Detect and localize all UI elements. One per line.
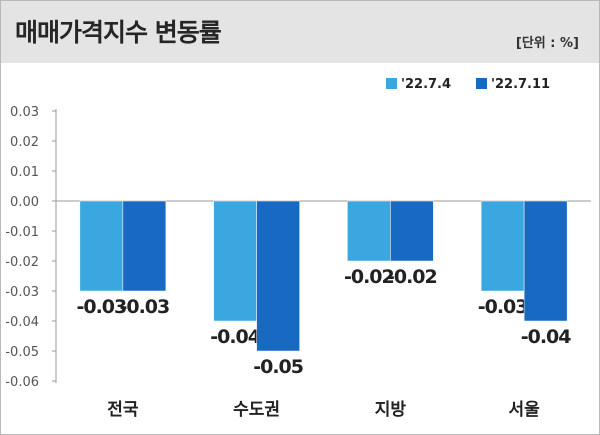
y-tick-label: -0.05 (5, 345, 39, 360)
bar-2 (390, 200, 434, 262)
bar-2 (256, 200, 300, 352)
legend-label-1: '22.7.4 (401, 77, 451, 92)
y-tick-label: -0.06 (5, 375, 39, 390)
y-tick-label: -0.03 (5, 285, 39, 300)
bar-1 (213, 200, 257, 322)
data-label: -0.03 (119, 296, 169, 318)
bar-chart: '22.7.4 '22.7.11 0.03 0.02 0.01 0.00 -0.01 -0.0… (5, 77, 591, 420)
y-tick-label: 0.03 (10, 105, 39, 120)
y-tick-label: -0.02 (5, 255, 39, 270)
legend-swatch-1 (386, 78, 397, 89)
data-label: -0.03 (478, 296, 528, 318)
bar-2 (523, 200, 568, 322)
x-category-label: 서울 (508, 400, 540, 420)
y-tick-label: 0.01 (10, 165, 39, 180)
chart-header: 매매가격지수 변동률 [단위 : %] (1, 1, 599, 63)
bar-1 (480, 200, 525, 292)
y-tick-label: -0.04 (5, 315, 39, 330)
y-tick-label: 0.02 (10, 135, 39, 150)
legend-label-2: '22.7.11 (491, 77, 550, 92)
x-category-label: 전국 (107, 400, 139, 420)
data-label: -0.04 (210, 326, 261, 348)
data-label: -0.05 (253, 356, 303, 378)
bar-2 (122, 200, 167, 292)
legend-swatch-2 (476, 78, 487, 89)
data-label: -0.03 (76, 296, 126, 318)
y-tick-label: -0.01 (5, 225, 39, 240)
unit-label: [단위 : %] (515, 36, 579, 51)
data-label: -0.02 (344, 266, 394, 288)
data-label: -0.04 (521, 326, 572, 348)
x-category-label: 수도권 (233, 400, 280, 420)
bar-1 (347, 200, 391, 262)
chart-title: 매매가격지수 변동률 (15, 18, 222, 47)
y-tick-label: 0.00 (10, 195, 39, 210)
x-category-label: 지방 (375, 400, 407, 420)
bar-1 (79, 200, 124, 292)
data-label: -0.02 (387, 266, 437, 288)
